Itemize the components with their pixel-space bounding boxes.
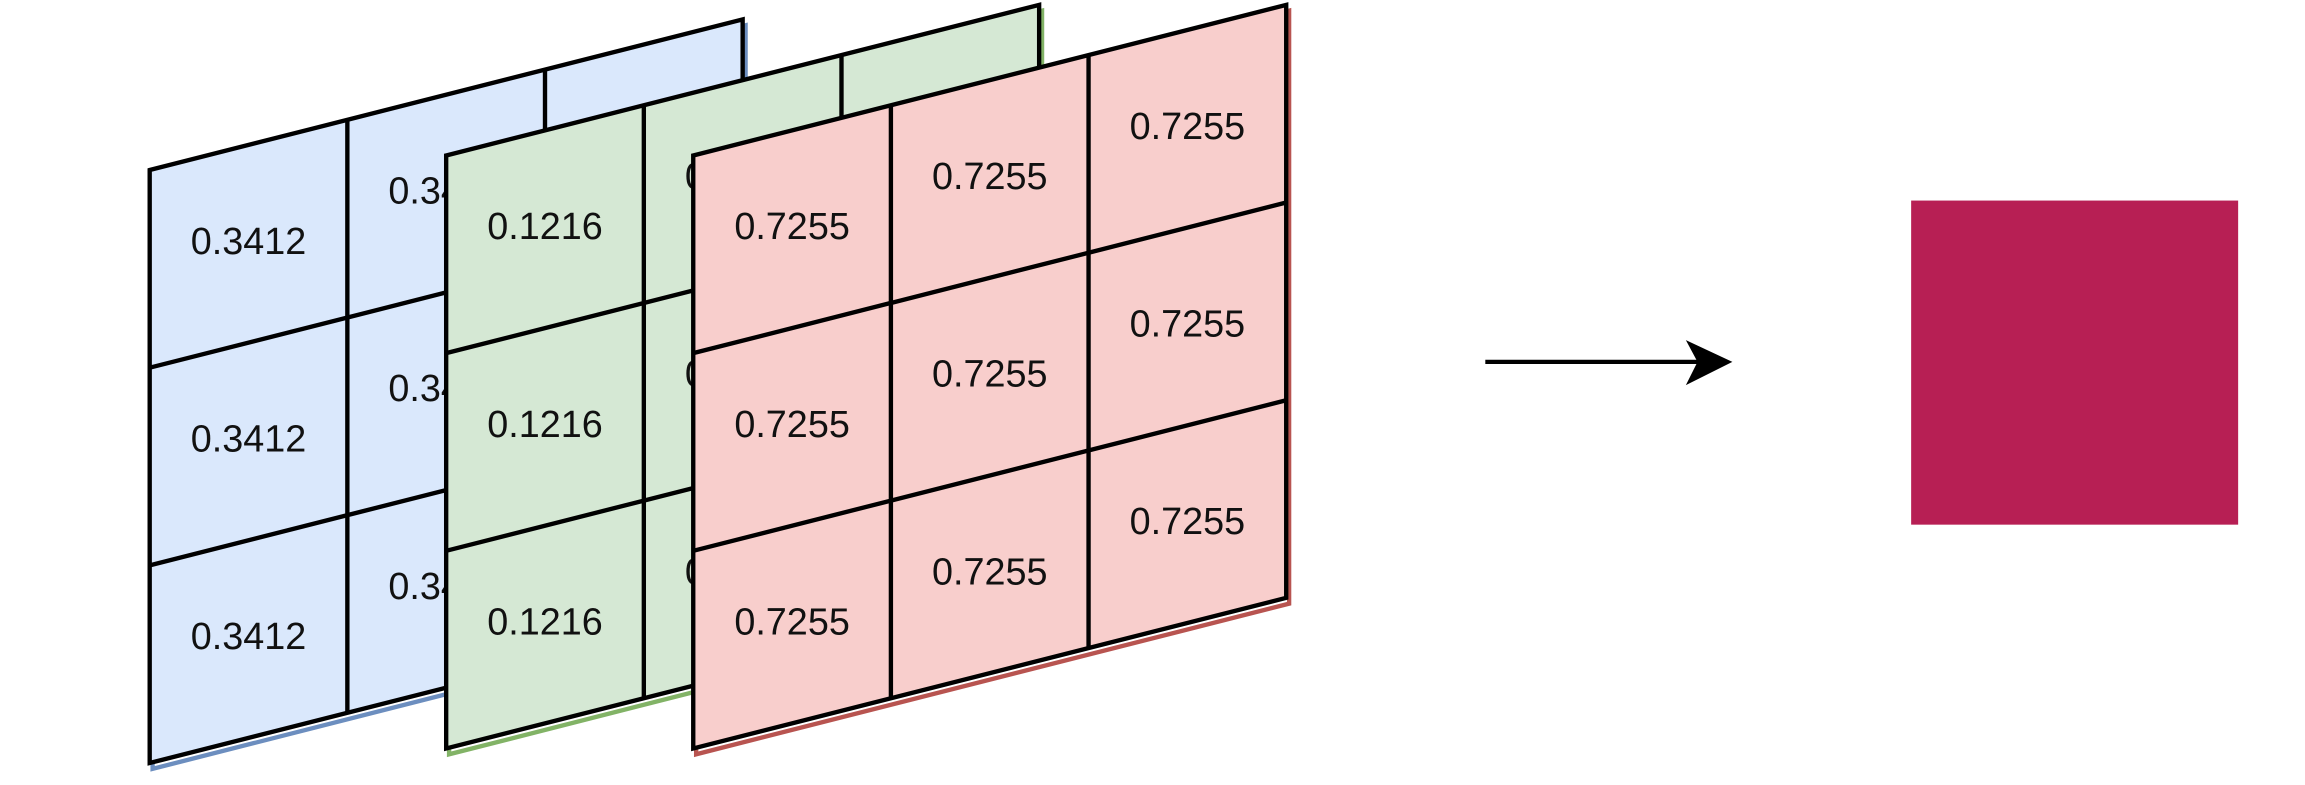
cell-value: 0.7255: [1130, 501, 1246, 543]
grid-line: [692, 398, 1287, 553]
cell-value: 0.1216: [487, 602, 603, 644]
cell-value: 0.7255: [734, 602, 850, 644]
cell-value: 0.3412: [191, 616, 307, 658]
cell-value: 0.7255: [1130, 303, 1246, 345]
arrow-head: [1685, 340, 1733, 386]
result-pixel: [1911, 200, 2239, 525]
layers: 0.34120.34120.34120.34120.34120.34120.12…: [147, 2, 1292, 772]
cell-value: 0.3412: [191, 221, 307, 263]
cell-value: 0.7255: [932, 551, 1048, 593]
cell-value: 0.7255: [734, 404, 850, 446]
cell-value: 0.1216: [487, 404, 603, 446]
cell-value: 0.7255: [932, 156, 1048, 198]
cell-value: 0.7255: [1130, 106, 1246, 148]
cell-value: 0.7255: [932, 354, 1048, 396]
grid-line: [692, 200, 1287, 356]
cell-value: 0.1216: [487, 206, 603, 248]
cell-value: 0.7255: [734, 206, 850, 248]
cell-value: 0.3412: [191, 418, 307, 460]
